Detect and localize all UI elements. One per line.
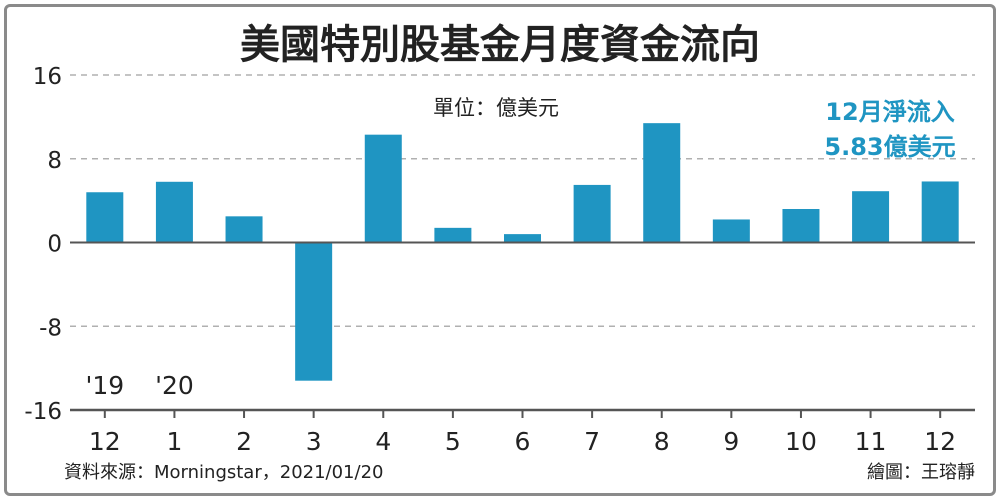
x-tick-label: 3 bbox=[306, 427, 322, 456]
x-tick-label: 2 bbox=[236, 427, 252, 456]
x-tick-label: 9 bbox=[723, 427, 739, 456]
bar bbox=[573, 184, 611, 243]
x-axis-ticks: 12 1 2 3 4 5 6 7 8 9 10 11 12 bbox=[89, 410, 956, 456]
y-axis-ticks: 16 8 0 -8 -16 bbox=[24, 64, 62, 425]
chart-frame bbox=[4, 4, 996, 496]
x-tick-label: 5 bbox=[445, 427, 461, 456]
year-marker: '19 bbox=[85, 371, 124, 400]
credit-note: 繪圖：王瑢靜 bbox=[867, 462, 975, 483]
bar bbox=[225, 216, 263, 243]
bar bbox=[504, 234, 541, 243]
x-tick-label: 7 bbox=[584, 427, 600, 456]
x-tick-label: 11 bbox=[855, 427, 887, 456]
bars bbox=[86, 123, 959, 381]
bar bbox=[86, 192, 124, 243]
x-tick-label: 10 bbox=[785, 427, 817, 456]
y-tick-label: 16 bbox=[33, 64, 62, 90]
x-tick-label: 1 bbox=[166, 427, 182, 456]
bar bbox=[295, 242, 333, 381]
x-tick-label: 4 bbox=[375, 427, 391, 456]
year-marker: '20 bbox=[155, 371, 194, 400]
bar bbox=[782, 209, 820, 243]
bar bbox=[155, 181, 193, 243]
x-tick-label: 12 bbox=[89, 427, 121, 456]
x-tick-label: 6 bbox=[515, 427, 531, 456]
x-tick-label: 12 bbox=[924, 427, 956, 456]
bar bbox=[434, 227, 472, 243]
bar bbox=[364, 134, 402, 243]
x-tick-label: 8 bbox=[654, 427, 670, 456]
y-tick-label: -16 bbox=[24, 399, 62, 425]
y-tick-label: -8 bbox=[39, 315, 62, 341]
bar bbox=[852, 191, 890, 243]
bar bbox=[921, 181, 959, 243]
y-tick-label: 8 bbox=[47, 148, 62, 174]
unit-label: 單位：億美元 bbox=[433, 96, 559, 120]
annotation-line-2: 5.83億美元 bbox=[824, 133, 955, 161]
bar bbox=[643, 123, 681, 243]
y-tick-label: 0 bbox=[47, 232, 62, 258]
bar bbox=[712, 219, 750, 243]
year-markers: '19 '20 bbox=[85, 371, 193, 400]
source-note: 資料來源：Morningstar，2021/01/20 bbox=[64, 462, 383, 483]
chart-title: 美國特別股基金月度資金流向 bbox=[240, 22, 760, 68]
annotation-line-1: 12月淨流入 bbox=[825, 98, 954, 126]
